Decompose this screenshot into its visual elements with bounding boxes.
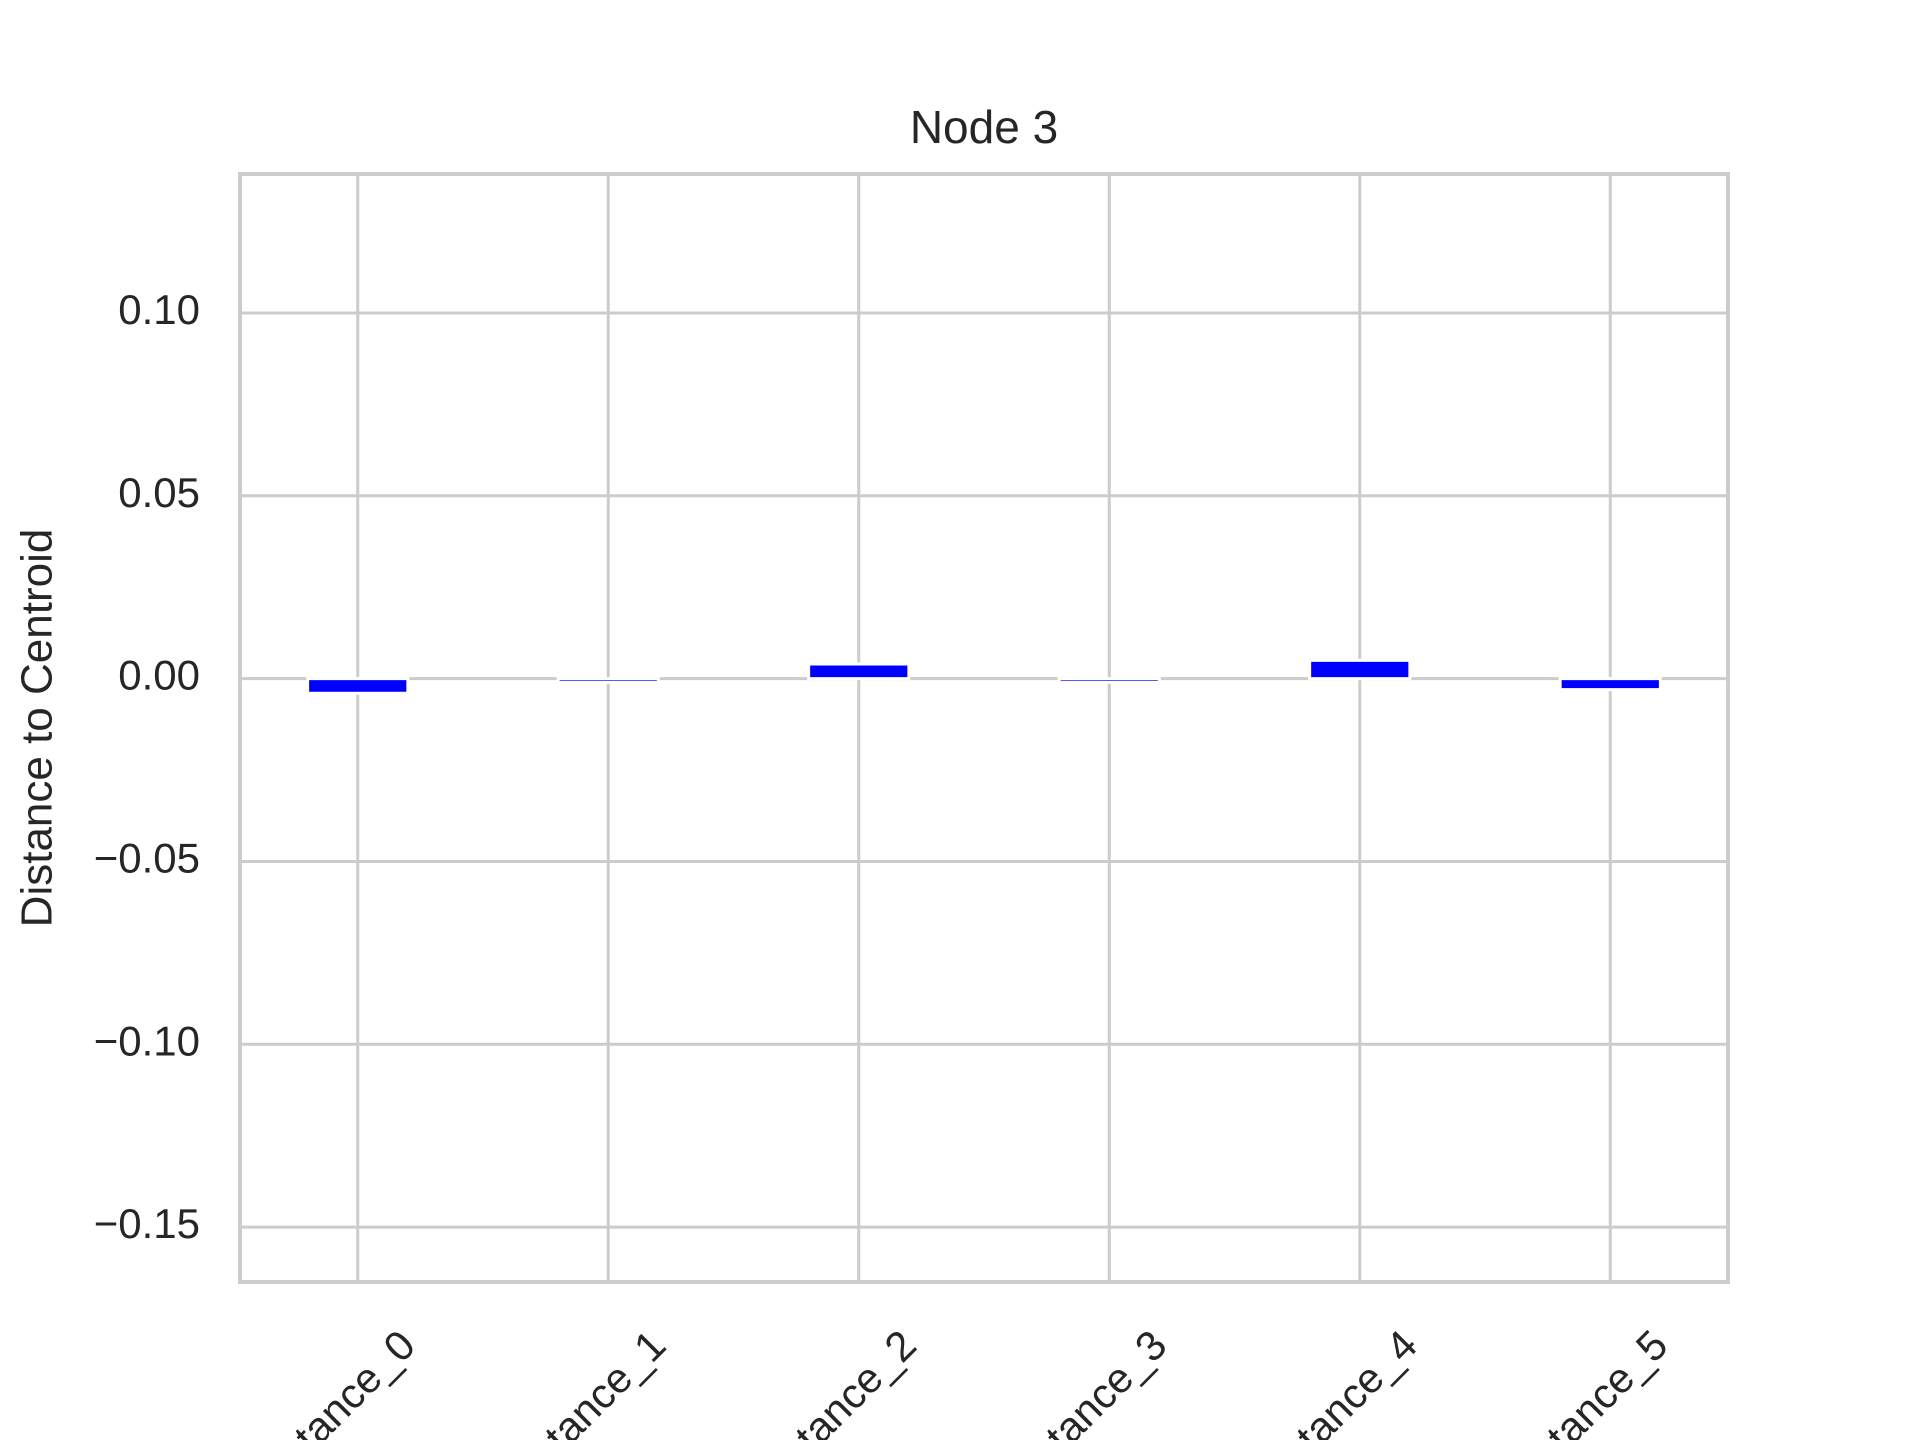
- y-tick-label: −0.15: [94, 1200, 200, 1247]
- bar: [1308, 658, 1412, 681]
- y-tick-label: −0.10: [94, 1017, 200, 1064]
- bar: [1057, 677, 1161, 684]
- bar: [306, 677, 410, 695]
- bar: [1558, 677, 1662, 692]
- chart-title: Node 3: [910, 101, 1058, 153]
- y-tick-label: −0.05: [94, 835, 200, 882]
- y-axis-label: Distance to Centroid: [13, 529, 62, 928]
- bar: [807, 662, 911, 681]
- bar: [556, 677, 660, 684]
- y-tick-label: 0.05: [118, 469, 200, 516]
- plot-frame: [238, 172, 1730, 1284]
- y-tick-label: 0.10: [118, 286, 200, 333]
- y-tick-label: 0.00: [118, 652, 200, 699]
